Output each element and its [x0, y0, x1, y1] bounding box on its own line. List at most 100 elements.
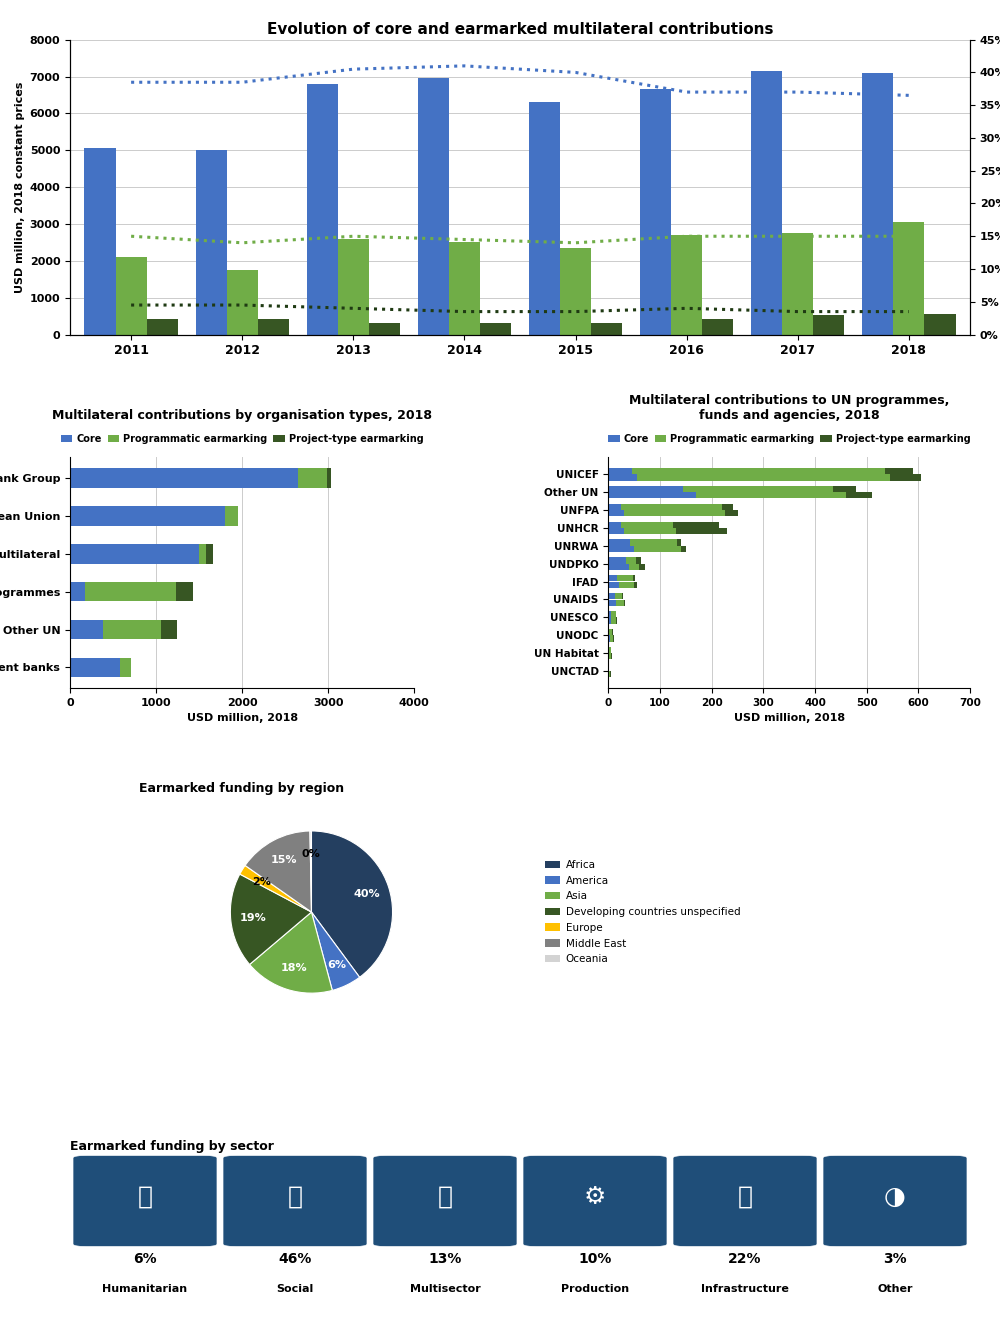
Bar: [846, 492, 872, 498]
Bar: [449, 242, 480, 334]
Bar: [608, 636, 610, 641]
Text: 10%: 10%: [578, 1252, 612, 1266]
Bar: [608, 475, 637, 481]
Bar: [782, 233, 813, 334]
Bar: [634, 546, 681, 553]
Y-axis label: USD million, 2018 constant prices: USD million, 2018 constant prices: [15, 82, 25, 292]
Bar: [608, 599, 616, 605]
Legend: Africa, America, Asia, Developing countries unspecified, Europe, Middle East, Oc: Africa, America, Asia, Developing countr…: [541, 855, 744, 969]
Text: Multisector: Multisector: [410, 1284, 480, 1294]
Bar: [608, 485, 683, 492]
Bar: [608, 617, 611, 624]
Bar: [608, 468, 632, 475]
Legend: Core, Programmatic earmarking, Project-type earmarking: Core, Programmatic earmarking, Project-t…: [604, 430, 974, 448]
Bar: [885, 468, 913, 475]
Bar: [70, 506, 225, 526]
Bar: [225, 506, 238, 526]
Bar: [608, 611, 611, 617]
Bar: [893, 222, 924, 334]
Bar: [609, 646, 611, 653]
Wedge shape: [250, 912, 332, 993]
Wedge shape: [245, 832, 311, 912]
Bar: [206, 543, 213, 563]
Bar: [608, 546, 634, 553]
Text: 40%: 40%: [354, 888, 380, 899]
Bar: [609, 672, 610, 677]
Text: 46%: 46%: [278, 1252, 312, 1266]
Bar: [696, 492, 846, 498]
Bar: [621, 504, 722, 510]
Text: 18%: 18%: [281, 962, 307, 973]
Bar: [70, 620, 103, 640]
Bar: [722, 504, 733, 510]
Bar: [608, 558, 626, 563]
Bar: [529, 102, 560, 334]
Text: 13%: 13%: [428, 1252, 462, 1266]
Text: 2%: 2%: [252, 876, 271, 887]
Bar: [671, 235, 702, 334]
FancyBboxPatch shape: [673, 1155, 817, 1247]
Text: Infrastructure: Infrastructure: [701, 1284, 789, 1294]
Bar: [608, 665, 609, 670]
Bar: [608, 504, 621, 510]
Bar: [608, 629, 609, 635]
Bar: [608, 563, 629, 570]
Title: Multilateral contributions to UN programmes,
funds and agencies, 2018: Multilateral contributions to UN program…: [629, 394, 949, 422]
Bar: [633, 575, 635, 582]
Bar: [677, 539, 681, 546]
Bar: [611, 617, 616, 624]
Bar: [630, 539, 677, 546]
Bar: [626, 558, 636, 563]
Text: 15%: 15%: [271, 855, 297, 866]
Bar: [258, 319, 289, 334]
Bar: [613, 636, 614, 641]
Bar: [621, 522, 673, 527]
Bar: [227, 270, 258, 334]
Text: Production: Production: [561, 1284, 629, 1294]
FancyBboxPatch shape: [373, 1155, 517, 1247]
Bar: [70, 468, 298, 488]
Text: 3%: 3%: [883, 1252, 907, 1266]
Text: Other: Other: [877, 1284, 913, 1294]
Bar: [369, 323, 400, 334]
Bar: [147, 319, 178, 334]
FancyBboxPatch shape: [223, 1155, 367, 1247]
Bar: [608, 527, 624, 534]
Bar: [161, 620, 177, 640]
Bar: [890, 475, 921, 481]
Bar: [608, 510, 624, 517]
Bar: [608, 575, 617, 582]
Bar: [617, 575, 633, 582]
Bar: [609, 653, 611, 660]
FancyBboxPatch shape: [73, 1155, 217, 1247]
Bar: [103, 620, 161, 640]
Text: ✋: ✋: [138, 1185, 152, 1208]
Text: ⚙: ⚙: [584, 1185, 606, 1208]
Wedge shape: [311, 832, 393, 977]
Bar: [608, 582, 619, 588]
Bar: [608, 522, 621, 527]
Text: Social: Social: [276, 1284, 314, 1294]
Bar: [615, 594, 622, 599]
Bar: [70, 657, 120, 677]
Bar: [611, 611, 616, 617]
Bar: [813, 315, 844, 334]
Bar: [673, 522, 719, 527]
Bar: [624, 599, 625, 605]
Bar: [610, 636, 613, 641]
Bar: [833, 485, 856, 492]
Bar: [702, 319, 733, 334]
Bar: [619, 582, 634, 588]
Title: Evolution of core and earmarked multilateral contributions: Evolution of core and earmarked multilat…: [267, 22, 773, 37]
Text: 🏛: 🏛: [438, 1185, 452, 1208]
Bar: [676, 527, 727, 534]
Bar: [608, 594, 615, 599]
Text: 19%: 19%: [240, 914, 267, 923]
Bar: [120, 657, 131, 677]
Bar: [480, 323, 511, 334]
Bar: [924, 315, 956, 334]
Bar: [622, 594, 623, 599]
Bar: [616, 599, 624, 605]
Text: ◑: ◑: [884, 1185, 906, 1208]
Bar: [116, 256, 147, 334]
